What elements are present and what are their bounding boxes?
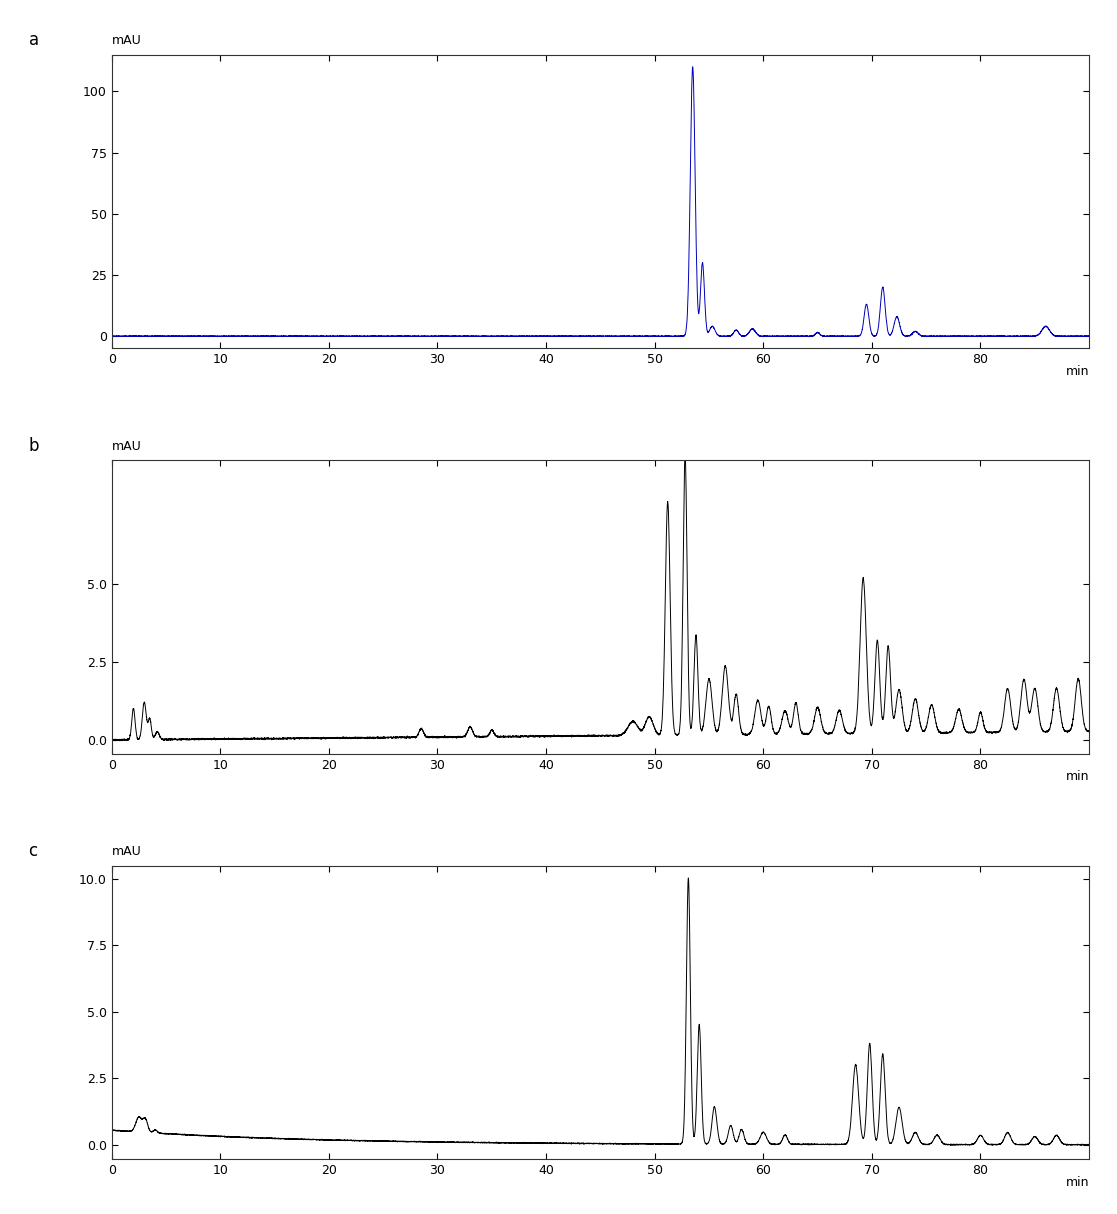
Text: min: min: [1066, 770, 1089, 783]
Text: mAU: mAU: [112, 845, 142, 858]
Text: mAU: mAU: [112, 439, 142, 453]
Text: c: c: [29, 843, 38, 860]
Text: a: a: [29, 32, 39, 49]
Text: min: min: [1066, 364, 1089, 378]
Text: b: b: [29, 437, 39, 454]
Text: mAU: mAU: [112, 34, 142, 47]
Text: min: min: [1066, 1175, 1089, 1189]
